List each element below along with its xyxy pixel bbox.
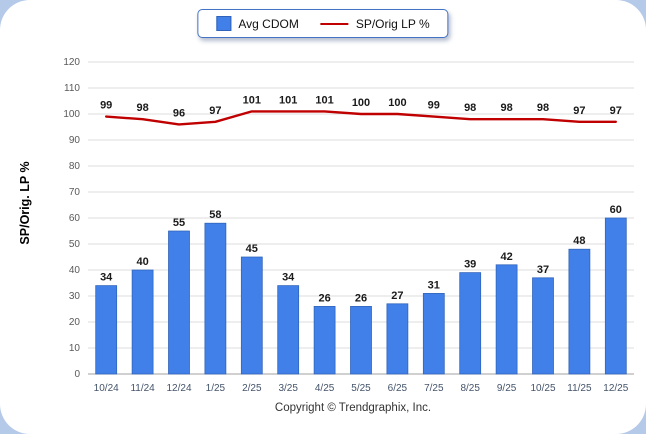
svg-text:9/25: 9/25 <box>497 383 517 394</box>
bar <box>350 306 372 375</box>
bar <box>459 272 482 375</box>
svg-text:1/25: 1/25 <box>206 383 226 394</box>
svg-text:120: 120 <box>63 57 80 68</box>
bar <box>604 217 627 375</box>
svg-text:100: 100 <box>388 97 406 109</box>
svg-text:12/24: 12/24 <box>166 383 191 394</box>
bar <box>568 248 591 375</box>
svg-text:7/25: 7/25 <box>424 383 444 394</box>
bar <box>386 303 409 375</box>
svg-text:100: 100 <box>63 109 80 120</box>
svg-text:48: 48 <box>573 235 585 247</box>
svg-text:30: 30 <box>69 291 81 302</box>
svg-text:98: 98 <box>464 102 476 114</box>
y-tick-labels: 0 10 20 30 40 50 60 70 80 90 100 110 120 <box>63 57 80 380</box>
svg-text:58: 58 <box>209 209 221 221</box>
svg-text:98: 98 <box>537 102 549 114</box>
bar <box>168 230 190 375</box>
svg-text:11/25: 11/25 <box>567 383 592 394</box>
bar <box>277 285 300 375</box>
bar-series-avg-cdom <box>95 217 627 375</box>
bar <box>204 222 227 375</box>
copyright-text: Copyright © Trendgraphix, Inc. <box>274 402 432 414</box>
svg-text:10/24: 10/24 <box>94 383 119 394</box>
svg-text:4/25: 4/25 <box>315 383 335 394</box>
svg-text:40: 40 <box>69 265 81 276</box>
avg-cdom-swatch-icon <box>216 16 232 31</box>
svg-text:60: 60 <box>610 204 622 216</box>
svg-text:34: 34 <box>282 272 295 284</box>
svg-text:37: 37 <box>537 264 549 276</box>
legend: Avg CDOM SP/Orig LP % <box>197 9 449 38</box>
svg-text:101: 101 <box>315 94 333 106</box>
svg-text:40: 40 <box>136 256 148 268</box>
svg-text:90: 90 <box>69 135 81 146</box>
sp-orig-line-icon <box>320 22 349 25</box>
svg-text:20: 20 <box>69 317 81 328</box>
x-tick-labels: 10/24 11/24 12/24 1/25 2/25 3/25 4/25 5/25 6/25 7… <box>94 383 629 394</box>
svg-text:70: 70 <box>69 187 81 198</box>
bar <box>131 269 154 375</box>
svg-text:98: 98 <box>136 102 148 114</box>
svg-text:97: 97 <box>209 105 221 117</box>
svg-text:6/25: 6/25 <box>388 383 408 394</box>
svg-text:31: 31 <box>428 279 440 291</box>
svg-text:97: 97 <box>573 105 585 117</box>
svg-text:97: 97 <box>610 105 622 117</box>
svg-text:100: 100 <box>352 97 370 109</box>
svg-text:12/25: 12/25 <box>603 383 628 394</box>
bar <box>495 264 518 375</box>
svg-text:96: 96 <box>173 107 185 119</box>
svg-text:8/25: 8/25 <box>460 383 480 394</box>
svg-text:26: 26 <box>318 292 330 304</box>
svg-text:3/25: 3/25 <box>278 383 298 394</box>
line-series-sp-orig-lp <box>104 110 617 126</box>
svg-text:42: 42 <box>500 251 512 263</box>
chart-plot: 0102030405060708090100110120344055584534… <box>63 57 634 394</box>
bar <box>240 256 263 375</box>
svg-text:5/25: 5/25 <box>351 383 371 394</box>
svg-text:34: 34 <box>100 272 113 284</box>
svg-text:110: 110 <box>64 83 80 94</box>
legend-label-sp-orig-lp: SP/Orig LP % <box>355 16 430 31</box>
svg-text:99: 99 <box>100 100 112 112</box>
bar-value-labels: 34 40 55 58 45 34 26 26 27 31 39 42 37 48 60 <box>100 204 622 304</box>
svg-text:101: 101 <box>279 94 297 106</box>
svg-text:55: 55 <box>173 217 185 229</box>
svg-text:45: 45 <box>246 243 258 255</box>
bar <box>313 306 336 375</box>
svg-text:50: 50 <box>69 239 81 250</box>
svg-text:39: 39 <box>464 259 476 271</box>
svg-text:2/25: 2/25 <box>242 383 262 394</box>
svg-text:10/25: 10/25 <box>530 383 555 394</box>
svg-text:10: 10 <box>69 343 81 354</box>
svg-text:11/24: 11/24 <box>130 383 155 394</box>
bar <box>532 277 554 375</box>
legend-item-sp-orig-lp: SP/Orig LP % <box>320 16 430 31</box>
svg-text:101: 101 <box>243 94 261 106</box>
svg-text:99: 99 <box>428 100 440 112</box>
legend-label-avg-cdom: Avg CDOM <box>238 16 299 31</box>
svg-text:26: 26 <box>355 292 367 304</box>
bar <box>95 285 118 375</box>
bar <box>422 293 445 375</box>
svg-text:0: 0 <box>74 369 80 380</box>
svg-text:60: 60 <box>69 213 81 224</box>
legend-item-avg-cdom: Avg CDOM <box>216 16 299 31</box>
svg-text:98: 98 <box>500 102 512 114</box>
svg-text:80: 80 <box>69 161 81 172</box>
line-value-labels: 99 98 96 97 101 101 101 100 100 99 98 98 98 97 97 <box>100 94 622 119</box>
svg-text:27: 27 <box>391 290 403 302</box>
